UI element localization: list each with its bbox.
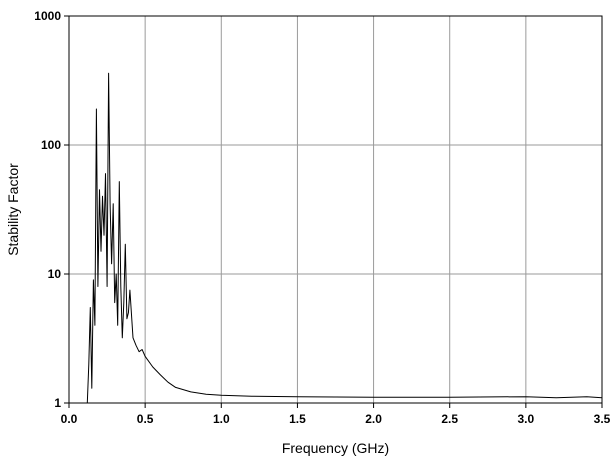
x-tick-label: 1.5 bbox=[289, 412, 306, 426]
x-tick-label: 0.5 bbox=[137, 412, 154, 426]
x-axis-title: Frequency (GHz) bbox=[282, 440, 389, 456]
y-tick-label: 100 bbox=[41, 138, 61, 152]
series-line bbox=[86, 72, 603, 404]
y-tick-label: 1000 bbox=[34, 9, 61, 23]
x-tick-label: 2.0 bbox=[365, 412, 382, 426]
y-tick-label: 10 bbox=[48, 267, 62, 281]
x-tick-label: 3.5 bbox=[594, 412, 611, 426]
x-tick-label: 1.0 bbox=[213, 412, 230, 426]
y-axis-title: Stability Factor bbox=[5, 163, 21, 256]
grid-lines bbox=[69, 16, 602, 403]
x-tick-label: 2.5 bbox=[441, 412, 458, 426]
y-tick-label: 1 bbox=[54, 396, 61, 410]
series-group bbox=[86, 72, 603, 404]
x-tick-label: 3.0 bbox=[518, 412, 535, 426]
y-axis-ticks: 1 10 100 1000 bbox=[34, 9, 69, 410]
x-axis-ticks: 0.0 0.5 1.0 1.5 2.0 2.5 3.0 3.5 bbox=[61, 403, 611, 426]
plot-area-frame bbox=[68, 15, 603, 404]
x-tick-label: 0.0 bbox=[61, 412, 78, 426]
